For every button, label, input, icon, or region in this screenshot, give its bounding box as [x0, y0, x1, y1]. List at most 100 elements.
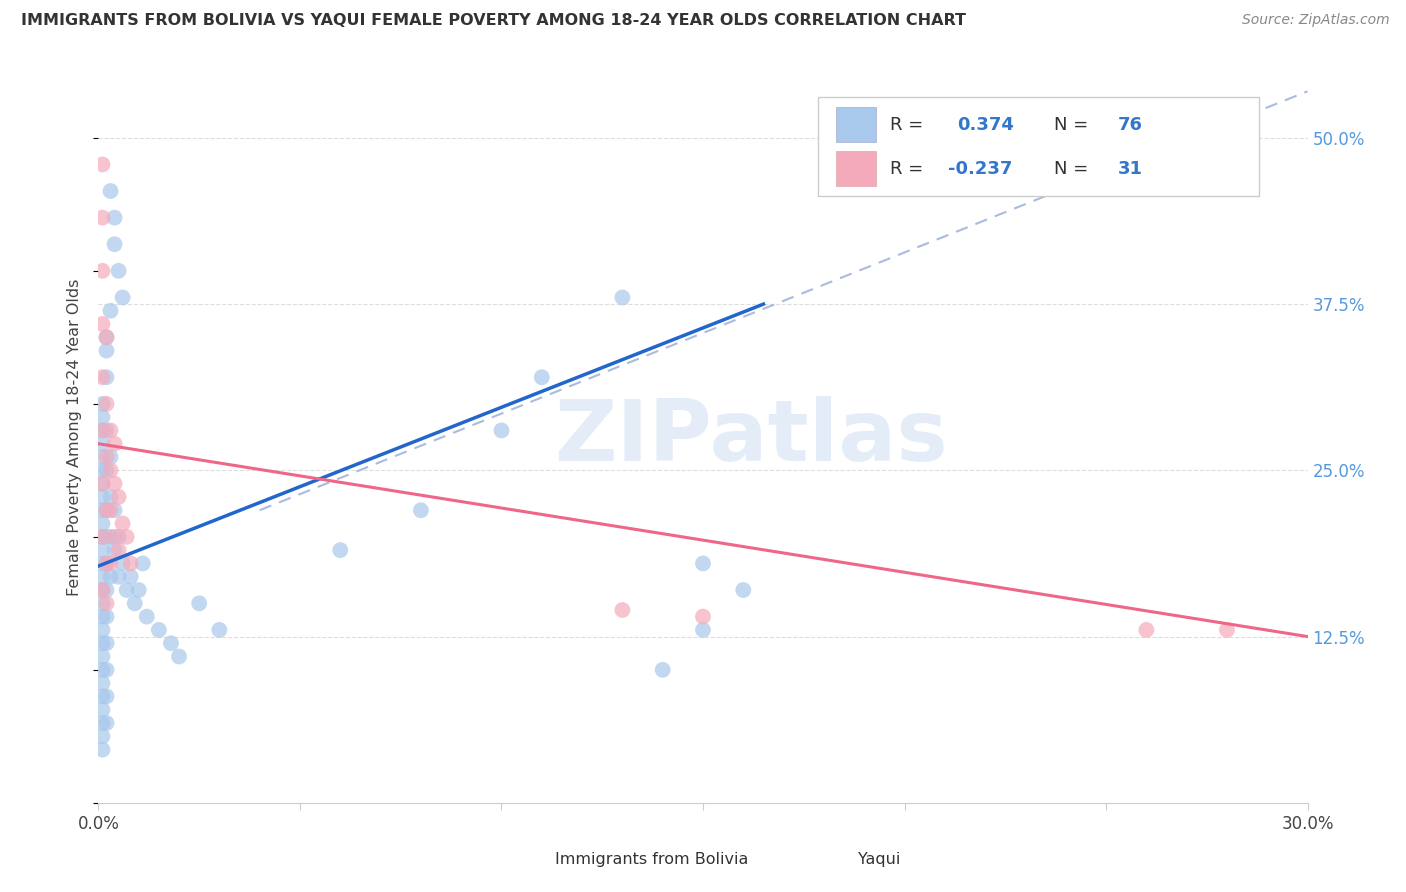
Point [91, 676, 114, 690]
Point [132, 557, 155, 571]
Text: Immigrants from Bolivia: Immigrants from Bolivia [555, 853, 749, 867]
Point [91, 503, 114, 517]
Point [91, 742, 114, 756]
Point [91, 609, 114, 624]
Point [107, 530, 129, 544]
Point [91, 530, 114, 544]
Point [91, 570, 114, 584]
Point [91, 516, 114, 531]
Point [733, 582, 755, 597]
Point [111, 557, 134, 571]
Point [103, 503, 125, 517]
Point [96, 330, 118, 344]
Point [107, 570, 129, 584]
Point [100, 557, 122, 571]
Point [120, 557, 142, 571]
Point [96, 503, 118, 517]
Bar [522, 849, 548, 871]
Point [96, 557, 118, 571]
Text: ZIPatlas: ZIPatlas [554, 395, 948, 479]
Point [103, 436, 125, 450]
Point [96, 463, 118, 477]
Point [208, 623, 231, 637]
Point [96, 370, 118, 384]
Point [160, 636, 183, 650]
Point [96, 450, 118, 464]
Point [107, 264, 129, 278]
Point [135, 609, 157, 624]
Point [100, 450, 122, 464]
Point [96, 503, 118, 517]
Point [100, 463, 122, 477]
Point [91, 476, 114, 491]
Text: 76: 76 [1118, 116, 1143, 134]
Point [107, 543, 129, 558]
Point [91, 463, 114, 477]
Text: 31: 31 [1118, 160, 1143, 178]
Y-axis label: Female Poverty Among 18-24 Year Olds: Female Poverty Among 18-24 Year Olds [67, 278, 83, 596]
Point [100, 490, 122, 504]
Point [115, 582, 138, 597]
Point [91, 649, 114, 664]
Point [91, 397, 114, 411]
Point [91, 716, 114, 731]
Point [692, 557, 714, 571]
Point [651, 663, 673, 677]
Point [100, 503, 122, 517]
Point [167, 649, 190, 664]
Point [91, 157, 114, 171]
Bar [837, 107, 876, 143]
Point [91, 729, 114, 743]
Point [96, 530, 118, 544]
Text: N =: N = [1053, 116, 1094, 134]
Point [148, 623, 170, 637]
Point [91, 424, 114, 438]
Point [91, 703, 114, 717]
FancyBboxPatch shape [818, 97, 1260, 195]
Point [91, 211, 114, 225]
Point [91, 636, 114, 650]
Point [530, 370, 553, 384]
Point [1135, 623, 1157, 637]
Point [91, 317, 114, 331]
Point [100, 424, 122, 438]
Point [91, 623, 114, 637]
Bar [824, 849, 851, 871]
Point [91, 450, 114, 464]
Text: R =: R = [890, 160, 929, 178]
Point [409, 503, 432, 517]
Point [1216, 623, 1239, 637]
Bar [837, 151, 876, 186]
Point [120, 570, 142, 584]
Point [96, 397, 118, 411]
Point [107, 490, 129, 504]
Point [100, 303, 122, 318]
Point [100, 184, 122, 198]
Text: 0.374: 0.374 [957, 116, 1014, 134]
Text: R =: R = [890, 116, 929, 134]
Point [91, 490, 114, 504]
Point [103, 237, 125, 252]
Point [91, 582, 114, 597]
Point [491, 424, 513, 438]
Point [91, 596, 114, 610]
Point [91, 690, 114, 704]
Point [124, 596, 146, 610]
Point [103, 211, 125, 225]
Text: IMMIGRANTS FROM BOLIVIA VS YAQUI FEMALE POVERTY AMONG 18-24 YEAR OLDS CORRELATIO: IMMIGRANTS FROM BOLIVIA VS YAQUI FEMALE … [21, 13, 966, 29]
Point [111, 290, 134, 304]
Text: -0.237: -0.237 [949, 160, 1012, 178]
Point [103, 543, 125, 558]
Point [91, 543, 114, 558]
Point [612, 603, 634, 617]
Point [91, 476, 114, 491]
Point [100, 570, 122, 584]
Text: Yaqui: Yaqui [858, 853, 900, 867]
Point [91, 264, 114, 278]
Point [96, 582, 118, 597]
Point [91, 663, 114, 677]
Text: N =: N = [1053, 160, 1094, 178]
Point [96, 663, 118, 677]
Point [96, 690, 118, 704]
Point [96, 557, 118, 571]
